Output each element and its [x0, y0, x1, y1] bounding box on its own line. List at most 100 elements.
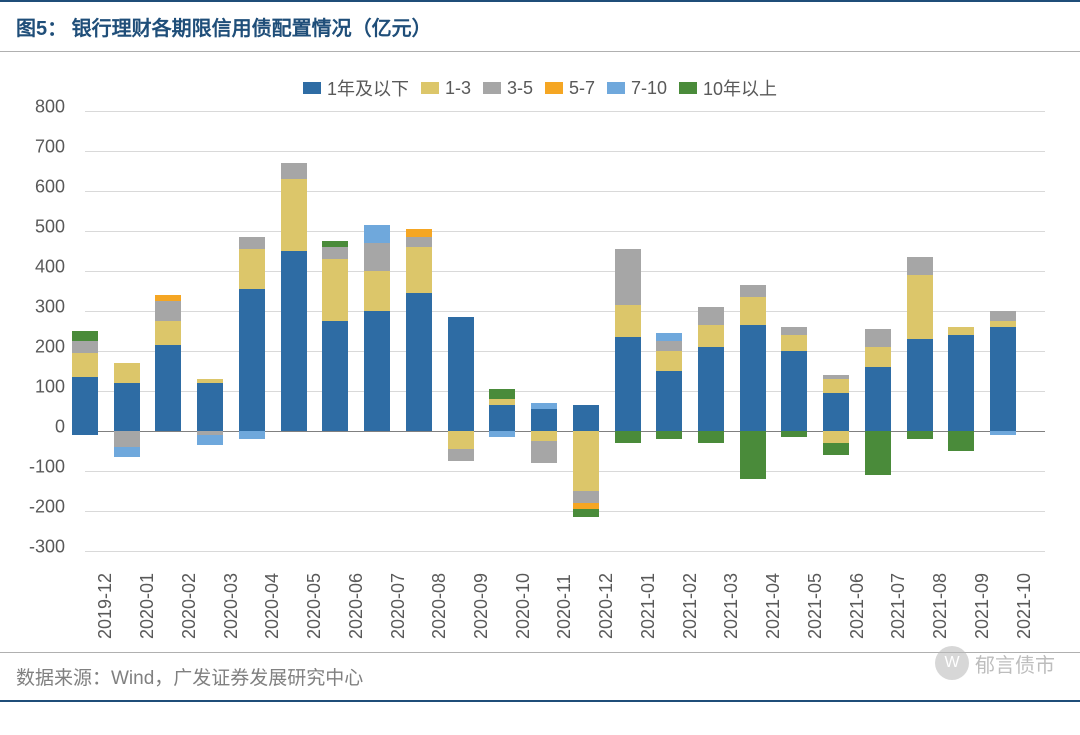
legend-item: 5-7	[545, 75, 595, 101]
bar-segment	[489, 399, 515, 405]
bar-segment-neg	[907, 431, 933, 439]
bar-segment	[740, 285, 766, 297]
bar-segment	[72, 341, 98, 353]
bar-segment	[155, 301, 181, 321]
bar-segment	[72, 331, 98, 341]
bar-segment	[656, 341, 682, 351]
x-tick-label: 2020-07	[388, 559, 409, 639]
x-tick-label: 2021-03	[721, 559, 742, 639]
bar-segment	[281, 251, 307, 431]
y-tick-label: -300	[29, 537, 65, 558]
bar-segment	[907, 257, 933, 275]
bar-segment-neg	[239, 431, 265, 439]
bar-segment	[698, 307, 724, 325]
y-tick-label: 300	[35, 297, 65, 318]
chart-area: 1年及以下1-33-55-77-1010年以上 -300-200-1000100…	[15, 57, 1065, 652]
bar-segment	[114, 383, 140, 431]
bar-segment	[740, 297, 766, 325]
watermark-icon: W	[935, 646, 969, 680]
bar-segment-neg	[72, 431, 98, 435]
bar-segment	[948, 327, 974, 335]
bar-segment	[531, 409, 557, 431]
chart-legend: 1年及以下 1-3 3-5 5-7 7-10 10年以上	[15, 57, 1065, 111]
bar-segment	[823, 375, 849, 379]
bar-segment	[239, 237, 265, 249]
x-tick-label: 2020-12	[596, 559, 617, 639]
legend-swatch	[421, 82, 439, 94]
x-tick-label: 2021-04	[763, 559, 784, 639]
x-tick-label: 2021-06	[847, 559, 868, 639]
bar-segment	[406, 237, 432, 247]
bar-segment	[155, 295, 181, 301]
y-tick-label: 100	[35, 377, 65, 398]
bar-segment	[281, 179, 307, 251]
bar-segment	[615, 305, 641, 337]
bar-segment	[489, 405, 515, 431]
bar-segment	[823, 393, 849, 431]
bar-segment	[406, 229, 432, 237]
legend-item: 1-3	[421, 75, 471, 101]
bar-slot	[502, 111, 544, 551]
bar-segment	[364, 243, 390, 271]
bar-segment	[698, 347, 724, 431]
bar-segment	[239, 289, 265, 431]
bar-segment	[364, 311, 390, 431]
legend-swatch	[679, 82, 697, 94]
bar-segment-neg	[656, 431, 682, 439]
y-tick-label: -100	[29, 457, 65, 478]
y-tick-label: 400	[35, 257, 65, 278]
bar-segment-neg	[573, 431, 599, 491]
legend-label: 3-5	[507, 78, 533, 99]
bar-segment-neg	[573, 491, 599, 503]
bar-segment-neg	[865, 431, 891, 475]
bar-segment-neg	[448, 431, 474, 449]
bar-slot	[628, 111, 670, 551]
y-tick-label: 200	[35, 337, 65, 358]
legend-label: 7-10	[631, 78, 667, 99]
bar-segment-neg	[531, 441, 557, 463]
bar-segment	[155, 321, 181, 345]
bar-segment	[740, 325, 766, 431]
bar-segment	[656, 371, 682, 431]
bar-segment	[322, 247, 348, 259]
bar-segment	[990, 311, 1016, 321]
bars-container	[85, 111, 1045, 551]
bar-segment	[197, 383, 223, 431]
legend-item: 3-5	[483, 75, 533, 101]
x-tick-label: 2020-02	[179, 559, 200, 639]
bar-segment-neg	[823, 443, 849, 455]
bar-segment-neg	[948, 431, 974, 451]
bar-segment	[197, 379, 223, 383]
y-tick-label: 700	[35, 137, 65, 158]
bar-segment	[406, 247, 432, 293]
bar-segment-neg	[990, 431, 1016, 435]
bar-segment	[823, 379, 849, 393]
bar-segment-neg	[573, 509, 599, 517]
bar-segment	[322, 259, 348, 321]
y-tick-label: 0	[55, 417, 65, 438]
bar-segment	[656, 333, 682, 341]
plot-area	[85, 111, 1045, 551]
bar-segment	[573, 405, 599, 431]
x-tick-label: 2021-08	[930, 559, 951, 639]
bar-segment	[406, 293, 432, 431]
bar-slot	[461, 111, 503, 551]
x-tick-label: 2021-02	[680, 559, 701, 639]
legend-swatch	[483, 82, 501, 94]
watermark: W 郁言债市	[935, 646, 1055, 680]
y-tick-label: 800	[35, 97, 65, 118]
legend-item: 1年及以下	[303, 75, 409, 101]
x-tick-label: 2020-05	[304, 559, 325, 639]
bar-segment-neg	[114, 447, 140, 457]
bar-slot	[85, 111, 127, 551]
bar-segment-neg	[489, 431, 515, 437]
bar-slot	[1003, 111, 1045, 551]
legend-label: 5-7	[569, 78, 595, 99]
x-tick-label: 2021-07	[888, 559, 909, 639]
x-tick-label: 2021-10	[1014, 559, 1035, 639]
x-tick-label: 2020-01	[137, 559, 158, 639]
legend-item: 7-10	[607, 75, 667, 101]
legend-item: 10年以上	[679, 75, 777, 101]
x-tick-label: 2020-11	[554, 559, 575, 639]
bar-segment-neg	[823, 431, 849, 443]
